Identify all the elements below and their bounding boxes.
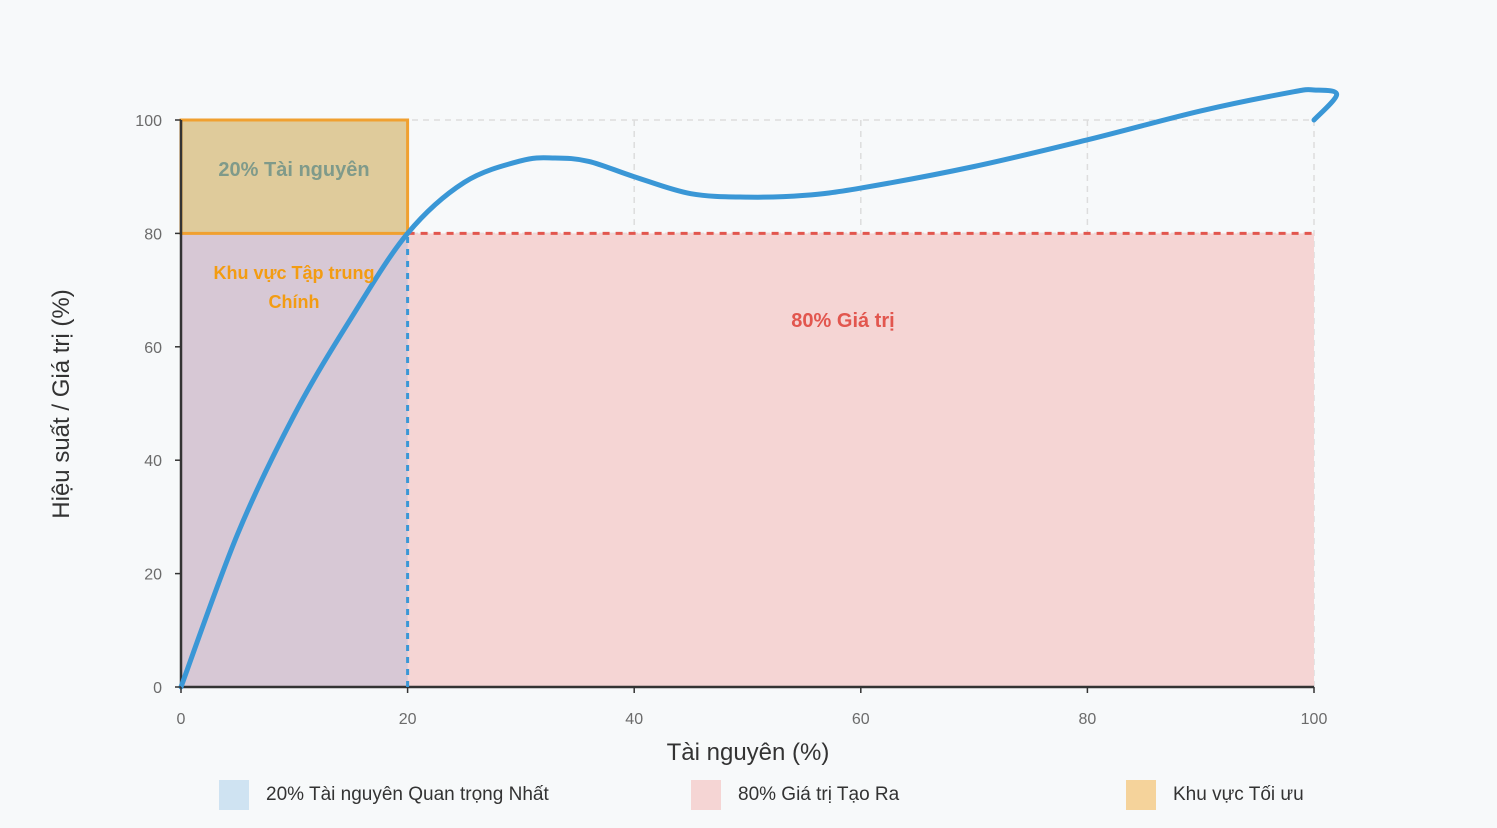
legend-label-optimal: Khu vực Tối ưu [1173, 784, 1304, 805]
y-axis-title: Hiệu suất / Giá trị (%) [48, 289, 75, 518]
shaded-regions [179, 118, 1314, 687]
x-tick-label: 100 [1301, 711, 1328, 728]
legend-swatch-optimal [1126, 780, 1156, 810]
focus-region-overlap [181, 233, 408, 687]
x-tick-label: 20 [399, 711, 417, 728]
tick-labels: 0 20 40 60 80 100 0 20 40 60 80 100 [135, 113, 1327, 728]
focus-area-label-line2: Chính [269, 292, 320, 312]
legend-swatch-value [691, 780, 721, 810]
legend-label-resources: 20% Tài nguyên Quan trọng Nhất [266, 784, 549, 805]
y-tick-label: 80 [144, 226, 162, 243]
legend: 20% Tài nguyên Quan trọng Nhất 80% Giá t… [0, 778, 1497, 818]
x-tick-label: 40 [625, 711, 643, 728]
legend-label-value: 80% Giá trị Tạo Ra [738, 784, 900, 805]
y-tick-label: 20 [144, 567, 162, 584]
y-tick-label: 40 [144, 453, 162, 470]
series-lines [178, 87, 1340, 690]
series-line-0 [178, 87, 1340, 690]
y-tick-label: 0 [153, 680, 162, 697]
value-region [181, 233, 1314, 687]
legend-swatch-resources [219, 780, 249, 810]
top-box-label: 20% Tài nguyên [218, 159, 369, 181]
legend-item-optimal: Khu vực Tối ưu [1126, 778, 1304, 812]
annotations: 20% Tài nguyên Khu vực Tập trung Chính 8… [213, 159, 894, 332]
x-tick-label: 80 [1079, 711, 1097, 728]
legend-item-resources: 20% Tài nguyên Quan trọng Nhất [219, 778, 549, 812]
axes [179, 120, 1314, 689]
x-tick-label: 60 [852, 711, 870, 728]
x-tick-label: 0 [177, 711, 186, 728]
value-region-label: 80% Giá trị [791, 310, 894, 332]
focus-area-label-line1: Khu vực Tập trung [213, 263, 374, 283]
legend-item-value: 80% Giá trị Tạo Ra [691, 778, 899, 812]
y-tick-label: 100 [135, 113, 162, 130]
pareto-chart: 0 20 40 60 80 100 0 20 40 60 80 100 20% Tài nguyên … [48, 87, 1340, 766]
y-tick-label: 60 [144, 340, 162, 357]
x-axis-title: Tài nguyên (%) [667, 739, 830, 766]
reference-lines [406, 231, 1314, 687]
